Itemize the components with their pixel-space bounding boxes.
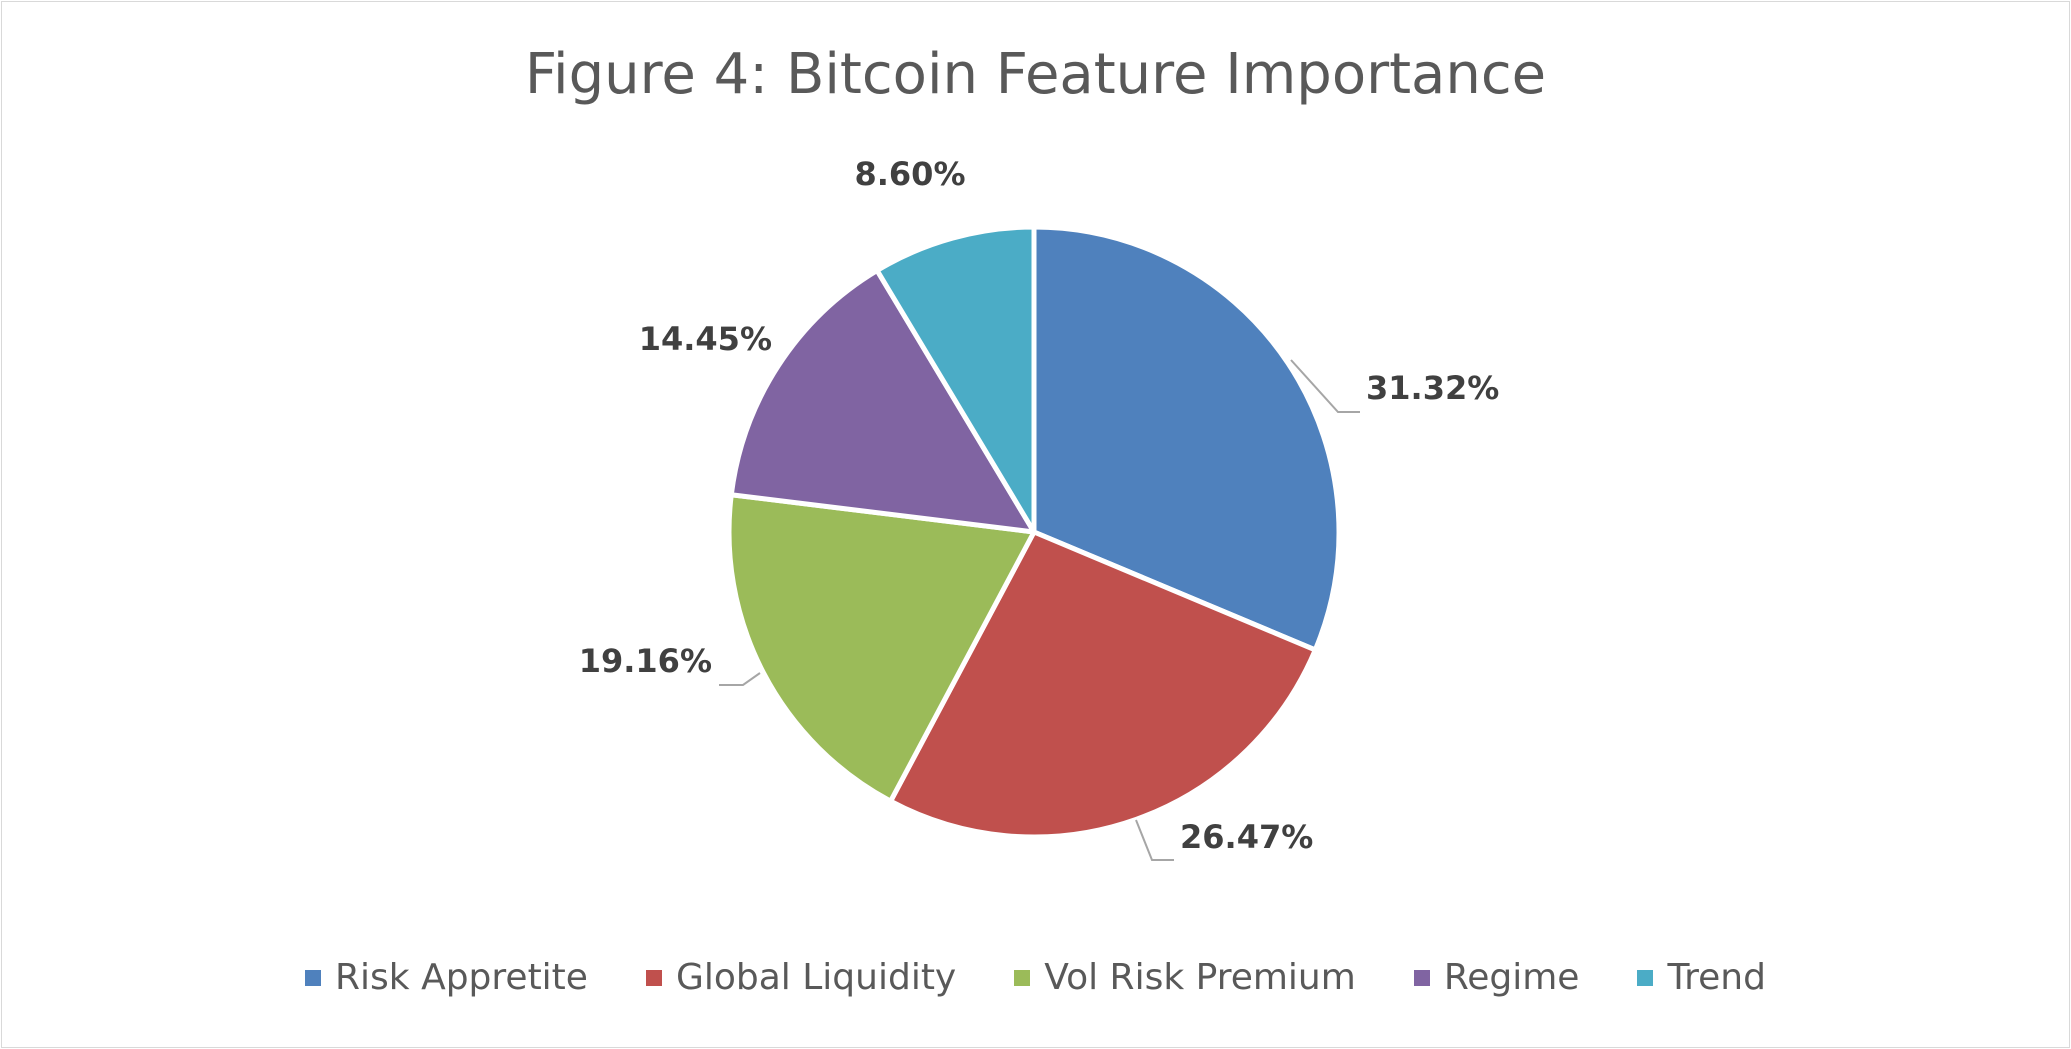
chart-title: Figure 4: Bitcoin Feature Importance [524, 42, 1547, 107]
legend-item: Global Liquidity [645, 957, 957, 998]
legend-swatch [645, 969, 662, 986]
legend-item: Risk Appretite [305, 957, 588, 998]
legend-swatch [1014, 969, 1031, 986]
leader-lines [719, 359, 1360, 861]
leader-line [1135, 819, 1174, 861]
legend-label: Vol Risk Premium [1044, 957, 1356, 998]
legend-label: Regime [1443, 957, 1580, 998]
data-label: 8.60% [854, 155, 965, 193]
pie-slice-global-liquidity [888, 529, 1318, 840]
legend-label: Global Liquidity [675, 957, 957, 998]
pie-slices [726, 224, 1342, 840]
data-label: 14.45% [639, 320, 772, 358]
legend-swatch [1637, 969, 1654, 986]
pie-slice-regime [728, 267, 1037, 535]
leader-line [719, 672, 761, 686]
pie-slice-trend [874, 224, 1037, 535]
data-label: 31.32% [1366, 369, 1499, 407]
leader-line [1290, 359, 1360, 413]
legend-swatch [1413, 969, 1430, 986]
data-labels: 31.32% 26.47% 19.16% 14.45% 8.60% [579, 155, 1500, 856]
pie-slice-vol-risk-premium [726, 492, 1037, 804]
pie-slice-risk-appretite [1031, 224, 1342, 653]
legend-label: Risk Appretite [335, 957, 588, 998]
legend-swatch [305, 969, 322, 986]
legend-label: Trend [1667, 957, 1766, 998]
legend-item: Regime [1413, 957, 1580, 998]
data-label: 19.16% [579, 642, 712, 680]
legend: Risk Appretite Global Liquidity Vol Risk P… [2, 957, 2069, 998]
legend-item: Vol Risk Premium [1014, 957, 1356, 998]
legend-item: Trend [1637, 957, 1766, 998]
data-label: 26.47% [1180, 818, 1313, 856]
